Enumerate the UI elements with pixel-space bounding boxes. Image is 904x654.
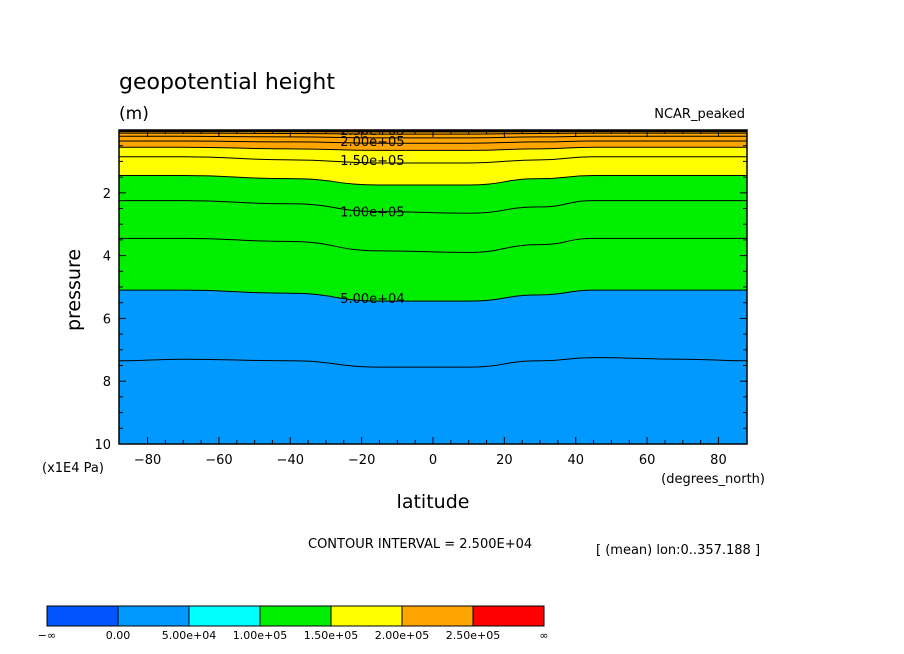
colorbar-swatch — [259, 605, 332, 627]
colorbar-label: 1.50e+05 — [304, 629, 358, 642]
x-tick-label: −60 — [205, 453, 232, 468]
contour-band-2 — [119, 175, 747, 302]
chart-title: geopotential height — [119, 70, 335, 95]
contour-line-50000 — [119, 289, 747, 302]
colorbar-label: ∞ — [539, 629, 548, 642]
units-label: (m) — [119, 104, 149, 124]
contour-band-4 — [119, 130, 747, 151]
y-axis: 2 4 6 8 10 — [94, 145, 747, 453]
colorbar-label: 1.00e+05 — [233, 629, 287, 642]
contour-line-62500 — [119, 237, 747, 253]
contour-label: 5.00e+04 — [340, 292, 404, 307]
contour-line-100000 — [119, 156, 747, 164]
x-tick-label: 20 — [496, 453, 513, 468]
colorbar-label: −∞ — [38, 629, 56, 642]
colorbar-swatch — [46, 605, 119, 627]
contour-label: 2.00e+05 — [340, 135, 404, 150]
y-axis-title: pressure — [63, 249, 85, 331]
contour-line-37500 — [119, 357, 747, 368]
x-units-label: (degrees_north) — [661, 472, 765, 487]
x-tick-label: 0 — [429, 453, 437, 468]
x-tick-label: −80 — [134, 453, 161, 468]
contour-line-150000 — [119, 132, 747, 135]
colorbar-label: 5.00e+04 — [162, 629, 216, 642]
contour-line-137500 — [119, 135, 747, 139]
x-tick-label: 60 — [639, 453, 656, 468]
plot-area: 2.50e+052.00e+05 1.50e+05 1.00e+05 5.00e+04 — [119, 124, 747, 444]
contour-interval-text: CONTOUR INTERVAL = 2.500E+04 — [308, 537, 532, 552]
x-tick-label: 40 — [567, 453, 584, 468]
colorbar-label: 2.00e+05 — [375, 629, 429, 642]
colorbar: −∞ 0.00 5.00e+04 1.00e+05 1.50e+05 2.00e+05 2.… — [38, 605, 549, 642]
x-tick-label: 80 — [710, 453, 727, 468]
x-axis: −80 −60 −40 −20 0 20 40 60 80 — [134, 130, 727, 468]
contour-line-112500 — [119, 146, 747, 151]
y-tick-label: 4 — [103, 250, 111, 265]
source-label: NCAR_peaked — [654, 107, 745, 122]
colorbar-label: 2.50e+05 — [446, 629, 500, 642]
x-tick-label: −20 — [348, 453, 375, 468]
contour-line-75000 — [119, 200, 747, 214]
contour-line-125000 — [119, 140, 747, 144]
colorbar-label: 0.00 — [106, 629, 131, 642]
colorbar-swatch — [117, 605, 190, 627]
y-tick-label: 6 — [103, 312, 111, 327]
y-units-label: (x1E4 Pa) — [42, 461, 104, 476]
y-tick-label: 2 — [103, 187, 111, 202]
contour-label: 2.50e+05 — [340, 124, 404, 139]
contour-label: 1.00e+05 — [340, 206, 404, 221]
x-tick-label: −40 — [277, 453, 304, 468]
colorbar-swatch — [330, 605, 403, 627]
colorbar-swatch — [188, 605, 261, 627]
y-tick-label: 8 — [103, 375, 111, 390]
contour-line-87500 — [119, 175, 747, 186]
y-tick-label: 10 — [94, 438, 111, 453]
contour-label: 1.50e+05 — [340, 154, 404, 169]
colorbar-swatch — [472, 605, 545, 627]
mean-text: [ (mean) lon:0..357.188 ] — [596, 543, 760, 558]
colorbar-swatch — [401, 605, 474, 627]
x-axis-title: latitude — [397, 491, 470, 513]
